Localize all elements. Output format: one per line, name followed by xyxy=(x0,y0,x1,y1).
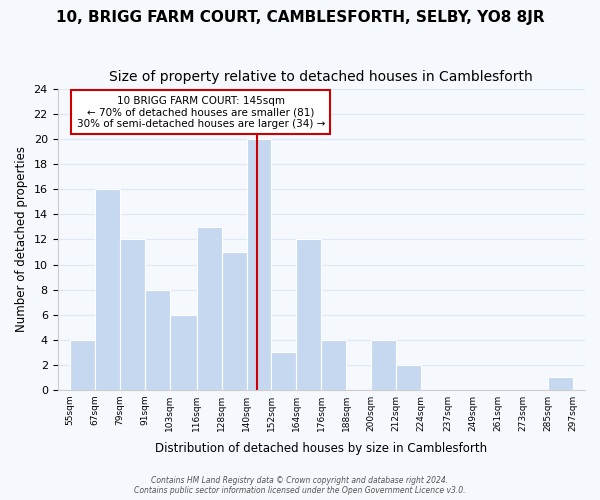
Bar xyxy=(145,290,170,390)
Text: 10 BRIGG FARM COURT: 145sqm
← 70% of detached houses are smaller (81)
30% of sem: 10 BRIGG FARM COURT: 145sqm ← 70% of det… xyxy=(77,96,325,129)
Bar xyxy=(396,364,421,390)
Text: 10, BRIGG FARM COURT, CAMBLESFORTH, SELBY, YO8 8JR: 10, BRIGG FARM COURT, CAMBLESFORTH, SELB… xyxy=(56,10,544,25)
Bar xyxy=(271,352,296,390)
Bar xyxy=(548,377,572,390)
X-axis label: Distribution of detached houses by size in Camblesforth: Distribution of detached houses by size … xyxy=(155,442,487,455)
Bar xyxy=(120,240,145,390)
Bar xyxy=(321,340,346,390)
Y-axis label: Number of detached properties: Number of detached properties xyxy=(15,146,28,332)
Bar xyxy=(170,314,197,390)
Bar xyxy=(371,340,396,390)
Bar xyxy=(296,240,321,390)
Title: Size of property relative to detached houses in Camblesforth: Size of property relative to detached ho… xyxy=(109,70,533,84)
Bar xyxy=(197,227,221,390)
Bar xyxy=(247,140,271,390)
Bar xyxy=(221,252,247,390)
Text: Contains HM Land Registry data © Crown copyright and database right 2024.
Contai: Contains HM Land Registry data © Crown c… xyxy=(134,476,466,495)
Bar xyxy=(70,340,95,390)
Bar xyxy=(95,190,120,390)
